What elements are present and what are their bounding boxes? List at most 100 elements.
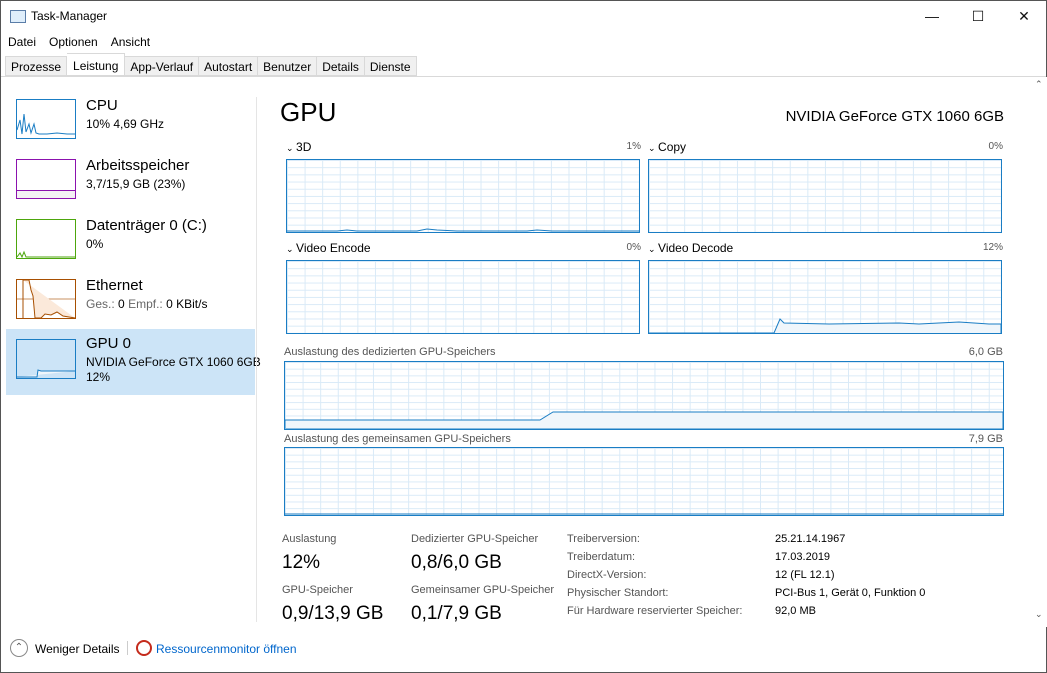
- prop-value: 12 (FL 12.1): [775, 569, 835, 581]
- prop-key: Für Hardware reservierter Speicher:: [567, 605, 743, 617]
- memory-thumbnail-graph: [16, 159, 76, 199]
- dedicated-memory-stat-value: 0,8/6,0 GB: [411, 552, 502, 573]
- engine-video-encode-graph: [286, 260, 640, 334]
- engine-3d-label[interactable]: ⌄ 3D: [286, 140, 311, 154]
- tab-bar: Prozesse Leistung App-Verlauf Autostart …: [5, 53, 417, 76]
- prop-key: Physischer Standort:: [567, 587, 669, 599]
- prop-value: 17.03.2019: [775, 551, 831, 563]
- footer: ⌃ Weniger Details Ressourcenmonitor öffn…: [1, 637, 1046, 661]
- sidebar-sub: 0%: [86, 237, 104, 251]
- engine-name: Video Decode: [658, 241, 734, 255]
- divider: [256, 97, 257, 622]
- chevron-down-icon: ⌄: [648, 244, 659, 254]
- dedicated-memory-max: 6,0 GB: [968, 346, 1003, 358]
- shared-memory-stat-value: 0,1/7,9 GB: [411, 603, 502, 624]
- engine-3d-graph: [286, 159, 640, 233]
- shared-memory-label: Auslastung des gemeinsamen GPU-Speichers: [284, 433, 511, 445]
- engine-video-decode-graph: [648, 260, 1002, 334]
- cpu-thumbnail-graph: [16, 99, 76, 139]
- gpu-memory-value: 0,9/13,9 GB: [282, 603, 384, 624]
- task-manager-icon: [10, 10, 26, 23]
- prop-value: PCI-Bus 1, Gerät 0, Funktion 0: [775, 587, 926, 599]
- sidebar-label: Datenträger 0 (C:): [86, 217, 207, 234]
- menu-optionen[interactable]: Optionen: [49, 35, 98, 49]
- sidebar-sub2: 12%: [86, 370, 111, 384]
- engine-video-decode-pct: 12%: [982, 242, 1003, 253]
- scroll-up-icon[interactable]: ⌃: [1035, 79, 1043, 89]
- resource-monitor-icon: [136, 640, 152, 656]
- divider: [127, 641, 128, 655]
- window-title: Task-Manager: [31, 9, 108, 23]
- sent-label: Ges.:: [86, 297, 115, 311]
- engine-name: 3D: [296, 140, 312, 154]
- tab-details[interactable]: Details: [317, 56, 365, 76]
- prop-key: Treiberversion:: [567, 533, 640, 545]
- tab-app-verlauf[interactable]: App-Verlauf: [125, 56, 200, 76]
- gpu-model: NVIDIA GeForce GTX 1060 6GB: [785, 108, 1004, 125]
- menu-datei[interactable]: Datei: [8, 35, 37, 49]
- tab-prozesse[interactable]: Prozesse: [5, 56, 68, 76]
- sidebar-sub: Ges.: 0 Empf.: 0 KBit/s: [86, 297, 207, 311]
- utilization-label: Auslastung: [282, 533, 337, 545]
- menu-ansicht[interactable]: Ansicht: [110, 35, 151, 49]
- received-label: Empf.:: [128, 297, 163, 311]
- engine-copy-pct: 0%: [988, 141, 1003, 152]
- received-value: 0 KBit/s: [166, 297, 208, 311]
- sidebar-sub: 3,7/15,9 GB (23%): [86, 177, 186, 191]
- sidebar-item-gpu0[interactable]: GPU 0 NVIDIA GeForce GTX 1060 6GB 12%: [6, 329, 261, 395]
- engine-copy-label[interactable]: ⌄ Copy: [648, 140, 686, 154]
- dedicated-memory-label: Auslastung des dedizierten GPU-Speichers: [284, 346, 496, 358]
- sent-value: 0: [118, 297, 125, 311]
- sidebar-label: Arbeitsspeicher: [86, 157, 190, 174]
- tab-autostart[interactable]: Autostart: [199, 56, 259, 76]
- chevron-down-icon: ⌄: [648, 143, 659, 153]
- chevron-down-icon: ⌄: [286, 244, 297, 254]
- dedicated-memory-stat-label: Dedizierter GPU-Speicher: [411, 533, 539, 545]
- minimize-button[interactable]: —: [925, 8, 939, 24]
- prop-key: Treiberdatum:: [567, 551, 636, 563]
- prop-value: 25.21.14.1967: [775, 533, 846, 545]
- title-bar: Task-Manager — ☐ ✕: [1, 1, 1046, 33]
- scroll-down-icon[interactable]: ⌄: [1035, 609, 1043, 619]
- engine-copy-graph: [648, 159, 1002, 233]
- maximize-button[interactable]: ☐: [971, 8, 985, 24]
- tab-dienste[interactable]: Dienste: [364, 56, 417, 76]
- prop-value: 92,0 MB: [775, 605, 816, 617]
- resource-monitor-link[interactable]: Ressourcenmonitor öffnen: [156, 642, 297, 656]
- chevron-up-icon[interactable]: ⌃: [10, 639, 28, 657]
- prop-key: DirectX-Version:: [567, 569, 647, 581]
- gpu-thumbnail-graph: [16, 339, 76, 379]
- shared-memory-max: 7,9 GB: [968, 433, 1003, 445]
- close-button[interactable]: ✕: [1018, 8, 1030, 24]
- utilization-value: 12%: [282, 552, 321, 573]
- shared-memory-graph: [284, 447, 1004, 516]
- chevron-down-icon: ⌄: [286, 143, 297, 153]
- sidebar-item-cpu[interactable]: CPU 10% 4,69 GHz: [6, 91, 255, 149]
- engine-name: Video Encode: [296, 241, 371, 255]
- sidebar-sub: NVIDIA GeForce GTX 1060 6GB: [86, 355, 261, 369]
- divider: [1, 76, 1046, 77]
- sidebar-item-ethernet[interactable]: Ethernet Ges.: 0 Empf.: 0 KBit/s: [6, 271, 255, 329]
- sidebar-label: Ethernet: [86, 277, 143, 294]
- menu-bar: Datei Optionen Ansicht: [1, 33, 156, 53]
- engine-video-encode-label[interactable]: ⌄ Video Encode: [286, 241, 371, 255]
- sidebar-label: CPU: [86, 97, 118, 114]
- shared-memory-stat-label: Gemeinsamer GPU-Speicher: [411, 584, 555, 596]
- page-title: GPU: [280, 97, 337, 127]
- sidebar-sub: 10% 4,69 GHz: [86, 117, 165, 131]
- engine-video-decode-label[interactable]: ⌄ Video Decode: [648, 241, 733, 255]
- disk-thumbnail-graph: [16, 219, 76, 259]
- engine-video-encode-pct: 0%: [626, 242, 641, 253]
- vertical-scrollbar[interactable]: ⌃ ⌄: [1031, 77, 1047, 627]
- sidebar-item-memory[interactable]: Arbeitsspeicher 3,7/15,9 GB (23%): [6, 151, 255, 209]
- ethernet-thumbnail-graph: [16, 279, 76, 319]
- dedicated-memory-graph: [284, 361, 1004, 430]
- sidebar-item-disk[interactable]: Datenträger 0 (C:) 0%: [6, 211, 255, 269]
- sidebar-label: GPU 0: [86, 335, 132, 352]
- engine-name: Copy: [658, 140, 687, 154]
- tab-benutzer[interactable]: Benutzer: [258, 56, 318, 76]
- gpu-memory-label: GPU-Speicher: [282, 584, 353, 596]
- engine-3d-pct: 1%: [626, 141, 641, 152]
- tab-leistung[interactable]: Leistung: [67, 53, 126, 75]
- fewer-details-link[interactable]: Weniger Details: [35, 642, 120, 656]
